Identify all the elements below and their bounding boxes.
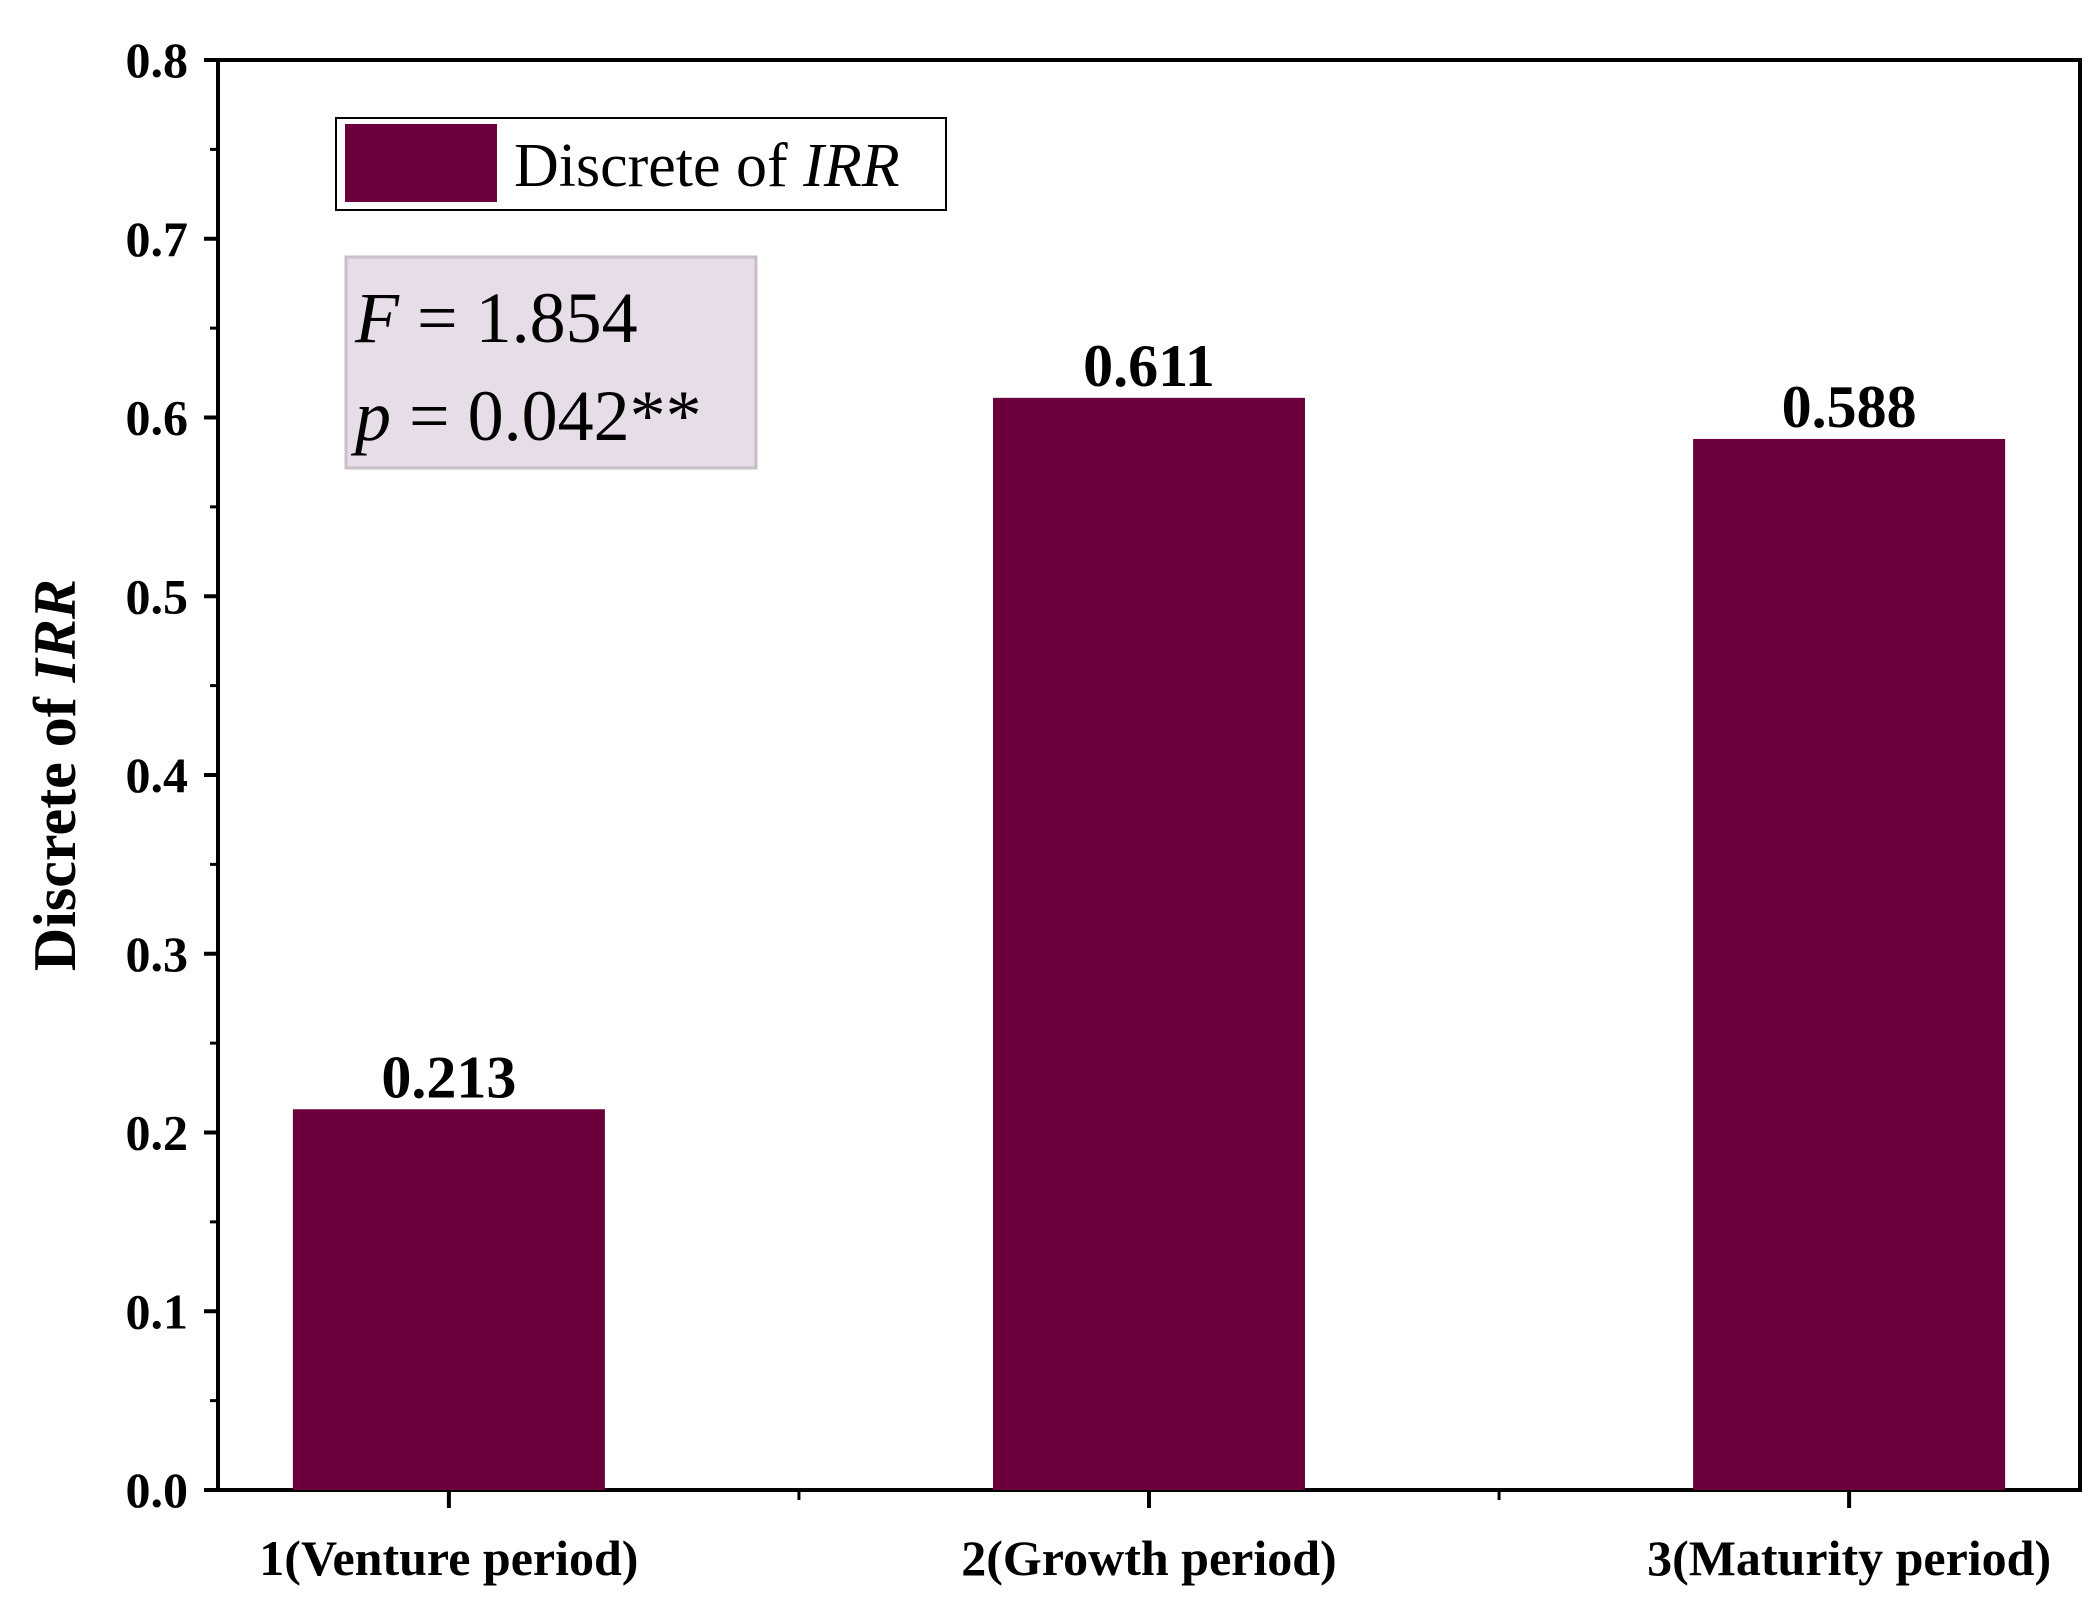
stats-annotation: F = 1.854 p = 0.042** (344, 255, 758, 470)
y-tick-label: 0.7 (126, 211, 189, 267)
x-axis-ticks: 1(Venture period) 2(Growth period) 3(Matur… (259, 1490, 2051, 1586)
bar-data-label: 0.611 (1083, 333, 1215, 399)
y-tick-label: 0.3 (126, 926, 189, 982)
y-tick-label: 0.0 (126, 1462, 189, 1518)
legend: Discrete of IRR (335, 117, 947, 211)
f-statistic: F = 1.854 (354, 278, 638, 358)
bar (1693, 438, 2006, 1491)
x-category-label: 1(Venture period) (259, 1530, 638, 1586)
y-tick-label: 0.6 (126, 390, 189, 446)
data-labels-group: 0.213 0.611 0.588 (381, 333, 1916, 1110)
p-value: p = 0.042** (350, 376, 702, 456)
bar-data-label: 0.213 (381, 1044, 516, 1110)
y-axis-title: Discrete of IRR (22, 579, 88, 971)
bar (292, 1109, 605, 1490)
y-tick-label: 0.8 (126, 32, 189, 88)
bar (993, 397, 1305, 1490)
stats-box (344, 255, 758, 470)
bar-data-label: 0.588 (1782, 374, 1917, 440)
y-tick-label: 0.1 (126, 1283, 189, 1339)
y-tick-label: 0.4 (126, 747, 189, 803)
x-category-label: 3(Maturity period) (1647, 1530, 2051, 1586)
legend-label: Discrete of IRR (514, 132, 900, 200)
x-category-label: 2(Growth period) (961, 1530, 1336, 1586)
y-tick-label: 0.2 (126, 1105, 189, 1161)
y-axis-ticks: 0.0 0.1 0.2 0.3 0.4 0.5 0.6 0.7 0.8 (126, 32, 218, 1518)
legend-swatch (345, 124, 497, 202)
y-tick-label: 0.5 (126, 568, 189, 624)
bars-group (292, 397, 2006, 1491)
